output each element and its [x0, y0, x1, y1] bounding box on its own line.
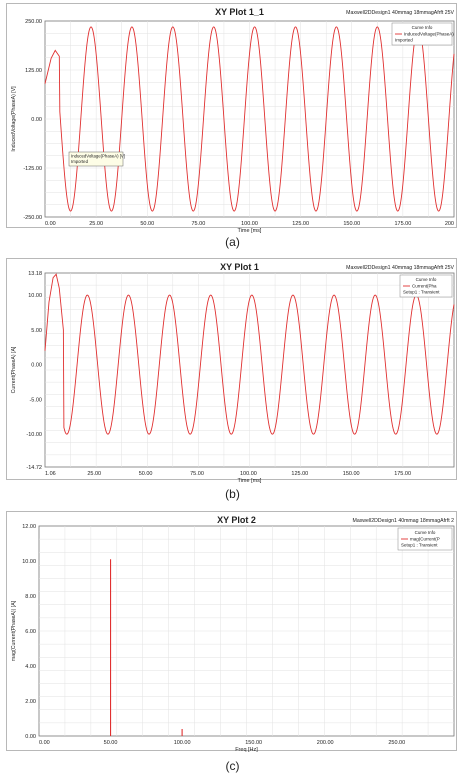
chartb-x-tick-label: 150.00 — [343, 471, 360, 477]
chartc-y-tick-label: 6.00 — [25, 629, 36, 635]
chartc-y-tick-label: 0.00 — [25, 734, 36, 740]
charta-design-label: Maxwell2DDesign1 40mmag 18mmagAfrft 25V — [346, 10, 454, 16]
charta-x-tick-label: 175.00 — [394, 221, 411, 227]
charta-y-tick-label: 125.00 — [25, 68, 42, 74]
chartc-y-tick-label: 10.00 — [22, 559, 36, 565]
plot-frame-c: XY Plot 2 Maxwell2DDesign1 40mmag 18mmagA… — [6, 511, 457, 753]
chartc-y-tick-label: 4.00 — [25, 664, 36, 670]
chartb-title: XY Plot 1 — [220, 262, 259, 272]
charta-x-tick-label: 100.00 — [241, 221, 258, 227]
chartb-y-tick-label: -10.00 — [26, 432, 42, 438]
charta-legend-entry: InducedVoltage(PhaseA) — [404, 32, 454, 37]
charta-x-axis-label: Time [ms] — [238, 228, 262, 234]
chart-a-svg: XY Plot 1_1 Maxwell2DDesign1 40mmag 18mma… — [11, 7, 455, 234]
charta-legend-box — [391, 22, 453, 46]
plot-panel-b: XY Plot 1 Maxwell2DDesign1 40mmag 18mmagA… — [0, 258, 465, 503]
chartb-y-tick-label: 5.00 — [31, 328, 42, 334]
chartb-y-tick-label: 10.00 — [28, 293, 42, 299]
plot-panel-a: XY Plot 1_1 Maxwell2DDesign1 40mmag 18mma… — [0, 0, 465, 255]
charta-y-axis-label: InducedVoltage(PhaseA) [V] — [11, 86, 17, 152]
chartc-x-axis-label: Freq [Hz] — [235, 747, 258, 753]
charta-annotation-text: InducedVoltage(PhaseA) [V] — [71, 154, 125, 159]
chartb-y-axis-label: Current(PhaseA) [A] — [11, 346, 17, 393]
plot-frame-b: XY Plot 1 Maxwell2DDesign1 40mmag 18mmagA… — [6, 258, 457, 484]
charta-x-tick-label: 0.00 — [45, 221, 56, 227]
charta-y-tick-label: 250.00 — [25, 19, 42, 25]
chartb-legend-entry: Current(Pha — [412, 284, 437, 289]
chartb-x-tick-label: 125.00 — [291, 471, 308, 477]
chart-c-svg: XY Plot 2 Maxwell2DDesign1 40mmag 18mmagA… — [11, 515, 455, 753]
charta-legend-header: Curve Info — [412, 25, 433, 30]
chartb-series-line — [44, 273, 455, 435]
chartb-x-tick-label: 175.00 — [394, 471, 411, 477]
charta-x-tick-label: 25.00 — [89, 221, 103, 227]
chartb-y-tick-label: 0.00 — [31, 363, 42, 369]
chartc-title: XY Plot 2 — [217, 515, 256, 525]
caption-a: (a) — [225, 235, 240, 249]
chartb-legend-box — [399, 274, 453, 298]
charta-y-tick-label: 0.00 — [31, 117, 42, 123]
chartb-legend-entry: Setup1 : Transient — [403, 290, 440, 295]
chartb-x-tick-label: 75.00 — [190, 471, 204, 477]
chartb-x-tick-label: 100.00 — [240, 471, 257, 477]
chartc-design-label: Maxwell2DDesign1 40mmag 18mmagAfrft 2 — [353, 518, 455, 524]
chartb-x-axis-label: Time [ms] — [238, 478, 262, 484]
chartb-y-tick-label: -14.72 — [26, 465, 42, 471]
chartc-x-tick-label: 0.00 — [39, 740, 50, 746]
plot-panel-c: XY Plot 2 Maxwell2DDesign1 40mmag 18mmagA… — [0, 511, 465, 780]
chartb-x-tick-label: 50.00 — [139, 471, 153, 477]
chartc-legend-entry: mag(Current(P — [410, 537, 440, 542]
chartb-legend-header: Curve Info — [416, 277, 437, 282]
chartb-y-tick-label: -5.00 — [29, 397, 42, 403]
charta-x-tick-label: 200 — [445, 221, 454, 227]
charta-y-tick-label: -125.00 — [23, 166, 42, 172]
chartc-y-tick-label: 8.00 — [25, 594, 36, 600]
chartc-y-tick-label: 12.00 — [22, 524, 36, 530]
chartc-y-axis-label: mag(Current(PhaseA)) [A] — [11, 600, 17, 661]
charta-x-tick-label: 75.00 — [191, 221, 205, 227]
chartc-x-tick-label: 50.00 — [104, 740, 118, 746]
charta-annotation-box — [68, 151, 124, 167]
charta-title: XY Plot 1_1 — [215, 7, 264, 17]
chartc-x-tick-label: 250.00 — [388, 740, 405, 746]
chartc-legend-header: Curve Info — [415, 530, 436, 535]
chartb-x-tick-label: 1.06 — [45, 471, 56, 477]
caption-c: (c) — [225, 759, 240, 773]
plot-frame-a: XY Plot 1_1 Maxwell2DDesign1 40mmag 18mma… — [6, 3, 457, 234]
chartc-x-tick-label: 200.00 — [317, 740, 334, 746]
charta-series-line — [44, 26, 455, 212]
chartc-legend-box — [397, 527, 453, 551]
charta-legend-entry: Imported — [395, 38, 413, 43]
chartc-y-tick-label: 2.00 — [25, 699, 36, 705]
chartb-x-tick-label: 25.00 — [87, 471, 101, 477]
charta-x-tick-label: 125.00 — [292, 221, 309, 227]
charta-annotation-text: Imported — [71, 159, 89, 164]
chartc-x-tick-label: 100.00 — [174, 740, 191, 746]
chart-b-svg: XY Plot 1 Maxwell2DDesign1 40mmag 18mmagA… — [11, 262, 455, 484]
charta-y-tick-label: -250.00 — [23, 215, 42, 221]
charta-x-tick-label: 50.00 — [140, 221, 154, 227]
chartc-legend-entry: Setup1 : Transient — [401, 543, 438, 548]
charta-x-tick-label: 150.00 — [343, 221, 360, 227]
chartb-y-tick-label: 13.18 — [28, 271, 42, 277]
caption-b: (b) — [225, 487, 240, 501]
chartc-x-tick-label: 150.00 — [245, 740, 262, 746]
chartb-design-label: Maxwell2DDesign1 40mmag 18mmagAfrft 25V — [346, 265, 454, 271]
